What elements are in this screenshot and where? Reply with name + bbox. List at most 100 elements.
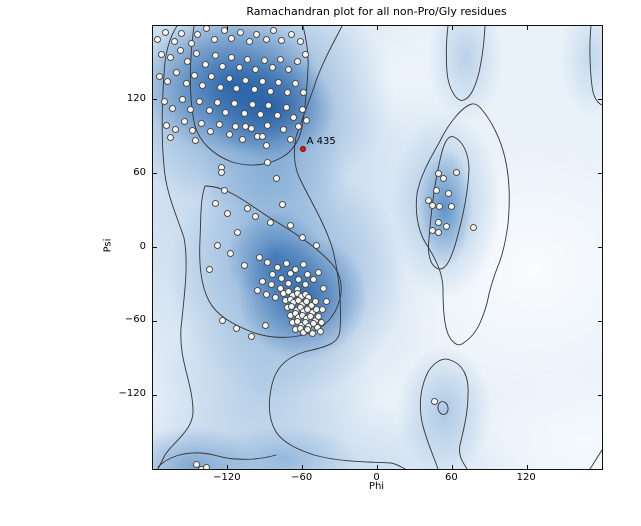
residue-point: [253, 31, 261, 39]
residue-point: [203, 26, 211, 32]
residue-point: [170, 38, 178, 46]
residue-point: [286, 221, 294, 229]
x-tick-label: 0: [373, 472, 380, 483]
residue-point: [436, 203, 444, 211]
tick-mark: [526, 26, 528, 30]
residue-point: [317, 319, 325, 327]
residue-point: [225, 75, 233, 83]
residue-point: [276, 55, 284, 63]
residue-point: [315, 268, 323, 276]
residue-point: [435, 229, 443, 237]
contour-beta-right-corridor: [268, 26, 406, 469]
residue-point: [211, 52, 219, 60]
residue-point: [205, 107, 213, 115]
residue-point: [155, 72, 163, 80]
residue-point: [445, 189, 453, 197]
tick-mark: [153, 173, 157, 175]
residue-point: [307, 301, 315, 309]
contour-lalpha-outer: [415, 103, 510, 346]
residue-point: [221, 108, 229, 116]
residue-point: [301, 50, 309, 58]
tick-mark: [598, 320, 602, 322]
residue-point: [296, 325, 304, 333]
residue-point: [425, 197, 433, 205]
residue-point: [173, 69, 181, 77]
residue-point: [259, 133, 267, 141]
tick-mark: [598, 173, 602, 175]
residue-point: [214, 98, 222, 106]
residue-point: [280, 125, 288, 133]
residue-point: [154, 36, 162, 44]
residue-point: [254, 287, 262, 295]
residue-point: [299, 311, 307, 319]
residue-point: [301, 290, 309, 298]
tick-mark: [598, 99, 602, 101]
residue-point: [304, 326, 312, 334]
residue-point: [260, 56, 268, 64]
residue-point: [171, 125, 179, 133]
residue-point: [239, 135, 247, 143]
tick-mark: [153, 99, 157, 101]
residue-point: [432, 187, 440, 195]
residue-point: [205, 266, 213, 274]
residue-point: [249, 101, 257, 109]
residue-point: [285, 279, 293, 287]
residue-point: [320, 284, 328, 292]
residue-point: [282, 259, 290, 267]
residue-point: [248, 332, 256, 340]
residue-point: [233, 85, 241, 93]
residue-point: [316, 327, 324, 335]
contour-right-top: [589, 26, 602, 106]
tick-mark: [598, 247, 602, 248]
residue-point: [220, 27, 228, 35]
tick-mark: [526, 465, 528, 469]
residue-point: [431, 397, 439, 405]
residue-point: [285, 288, 293, 296]
residue-point: [266, 219, 274, 227]
residue-point: [301, 280, 309, 288]
residue-point: [220, 187, 228, 195]
tick-mark: [377, 26, 378, 30]
residue-point: [240, 109, 248, 117]
residue-point: [211, 199, 219, 207]
plot-title: Ramachandran plot for all non-Pro/Gly re…: [246, 5, 507, 18]
residue-point: [270, 27, 278, 35]
residue-point: [296, 38, 304, 46]
residue-point: [284, 88, 292, 96]
residue-point: [224, 209, 232, 217]
residue-point: [230, 100, 238, 108]
residue-point: [301, 319, 309, 327]
residue-point: [189, 127, 197, 135]
residue-point: [319, 305, 327, 313]
x-tick-label: 60: [444, 472, 458, 483]
residue-point: [299, 106, 307, 114]
residue-point: [428, 202, 436, 210]
residue-point: [255, 253, 263, 261]
residue-point: [241, 123, 249, 131]
residue-point: [219, 316, 227, 324]
y-tick-label: 0: [139, 240, 146, 252]
tick-mark: [153, 394, 157, 396]
residue-point: [251, 213, 259, 221]
residue-point: [264, 122, 272, 130]
residue-point: [244, 55, 252, 63]
residue-point: [261, 321, 269, 329]
tick-mark: [451, 465, 453, 469]
tick-mark: [227, 26, 229, 30]
residue-point: [286, 269, 294, 277]
residue-point: [256, 111, 264, 119]
residue-point: [311, 298, 319, 306]
residue-point: [277, 37, 285, 45]
residue-point: [164, 77, 172, 85]
y-tick-label: −60: [124, 314, 146, 326]
residue-point: [161, 28, 169, 36]
residue-point: [210, 36, 218, 44]
residue-point: [274, 263, 282, 271]
residue-point: [276, 284, 284, 292]
residue-point: [198, 119, 206, 127]
residue-point: [163, 122, 171, 130]
residue-point: [251, 65, 259, 73]
residue-point: [285, 65, 293, 73]
residue-point: [295, 275, 303, 283]
residue-point: [287, 303, 295, 311]
